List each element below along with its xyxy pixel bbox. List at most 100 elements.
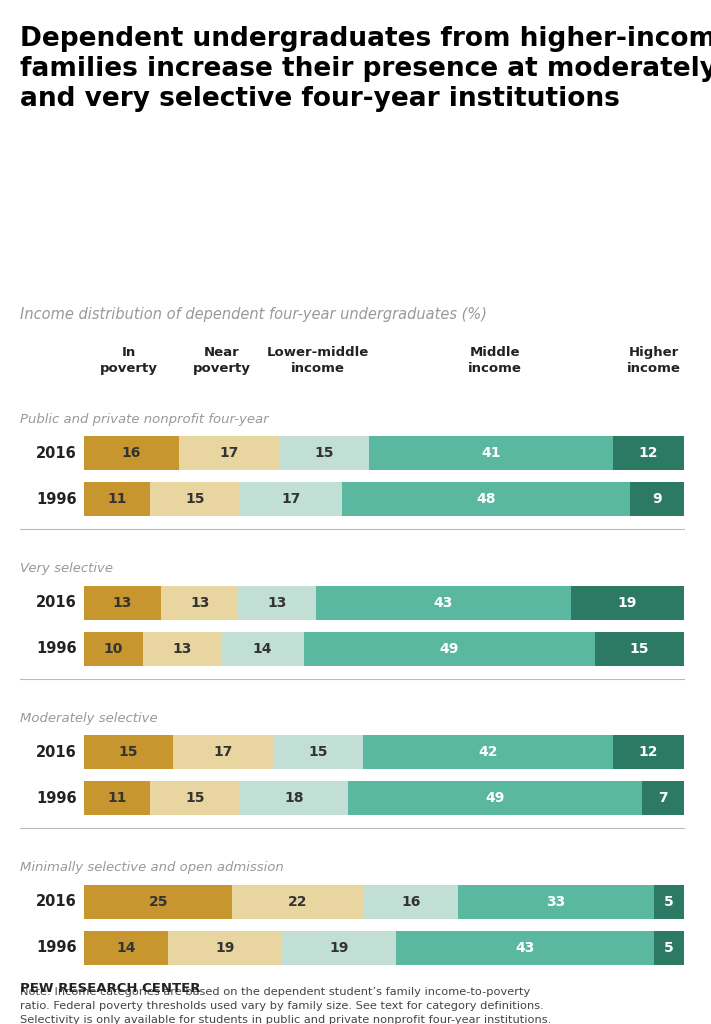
Text: 13: 13 — [172, 642, 192, 655]
FancyBboxPatch shape — [168, 931, 282, 965]
FancyBboxPatch shape — [274, 735, 363, 769]
Text: Income distribution of dependent four-year undergraduates (%): Income distribution of dependent four-ye… — [20, 307, 487, 323]
Text: PEW RESEARCH CENTER: PEW RESEARCH CENTER — [20, 982, 201, 995]
Text: 15: 15 — [185, 493, 205, 506]
FancyBboxPatch shape — [161, 586, 238, 620]
Text: 15: 15 — [185, 792, 205, 805]
FancyBboxPatch shape — [595, 632, 684, 666]
Text: 12: 12 — [638, 745, 658, 759]
Text: 15: 15 — [315, 446, 334, 460]
Text: Near
poverty: Near poverty — [193, 346, 251, 375]
Text: 43: 43 — [515, 941, 535, 954]
FancyBboxPatch shape — [84, 586, 161, 620]
FancyBboxPatch shape — [280, 436, 369, 470]
FancyBboxPatch shape — [84, 632, 144, 666]
Text: 12: 12 — [638, 446, 658, 460]
Text: 16: 16 — [401, 895, 420, 908]
Text: 15: 15 — [119, 745, 138, 759]
Text: Note: Income categories are based on the dependent student’s family income-to-po: Note: Income categories are based on the… — [20, 987, 551, 1024]
Text: 13: 13 — [267, 596, 287, 609]
Text: 16: 16 — [122, 446, 141, 460]
FancyBboxPatch shape — [84, 482, 150, 516]
Text: 15: 15 — [630, 642, 649, 655]
Text: Higher
income: Higher income — [627, 346, 681, 375]
FancyBboxPatch shape — [84, 885, 232, 919]
Text: 14: 14 — [116, 941, 136, 954]
FancyBboxPatch shape — [144, 632, 220, 666]
FancyBboxPatch shape — [240, 781, 348, 815]
Text: 17: 17 — [214, 745, 233, 759]
Text: Dependent undergraduates from higher-income
families increase their presence at : Dependent undergraduates from higher-inc… — [20, 26, 711, 112]
FancyBboxPatch shape — [458, 885, 654, 919]
Text: 9: 9 — [652, 493, 662, 506]
FancyBboxPatch shape — [282, 931, 396, 965]
Text: 13: 13 — [113, 596, 132, 609]
FancyBboxPatch shape — [240, 482, 342, 516]
Text: 1996: 1996 — [36, 791, 77, 806]
FancyBboxPatch shape — [348, 781, 642, 815]
Text: 43: 43 — [434, 596, 453, 609]
FancyBboxPatch shape — [179, 436, 280, 470]
FancyBboxPatch shape — [173, 735, 274, 769]
Text: Very selective: Very selective — [20, 562, 113, 575]
Text: 13: 13 — [190, 596, 210, 609]
Text: 19: 19 — [618, 596, 637, 609]
Text: Moderately selective: Moderately selective — [20, 712, 158, 725]
FancyBboxPatch shape — [232, 885, 363, 919]
Text: 2016: 2016 — [36, 445, 77, 461]
FancyBboxPatch shape — [613, 735, 684, 769]
Text: Lower-middle
income: Lower-middle income — [267, 346, 369, 375]
Text: 49: 49 — [439, 642, 459, 655]
Text: 19: 19 — [215, 941, 235, 954]
FancyBboxPatch shape — [363, 885, 458, 919]
FancyBboxPatch shape — [84, 735, 173, 769]
Text: 19: 19 — [329, 941, 348, 954]
FancyBboxPatch shape — [84, 781, 150, 815]
Text: 1996: 1996 — [36, 492, 77, 507]
FancyBboxPatch shape — [642, 781, 684, 815]
FancyBboxPatch shape — [238, 586, 316, 620]
FancyBboxPatch shape — [369, 436, 613, 470]
Text: 49: 49 — [486, 792, 505, 805]
Text: 11: 11 — [107, 493, 127, 506]
FancyBboxPatch shape — [654, 885, 684, 919]
Text: 7: 7 — [658, 792, 668, 805]
FancyBboxPatch shape — [150, 482, 240, 516]
FancyBboxPatch shape — [396, 931, 654, 965]
Text: 14: 14 — [252, 642, 272, 655]
FancyBboxPatch shape — [571, 586, 684, 620]
Text: 33: 33 — [547, 895, 566, 908]
Text: 42: 42 — [479, 745, 498, 759]
Text: 5: 5 — [664, 941, 674, 954]
Text: 41: 41 — [481, 446, 501, 460]
FancyBboxPatch shape — [363, 735, 613, 769]
Text: 1996: 1996 — [36, 940, 77, 955]
FancyBboxPatch shape — [84, 931, 168, 965]
FancyBboxPatch shape — [150, 781, 240, 815]
Text: Middle
income: Middle income — [468, 346, 522, 375]
Text: 48: 48 — [476, 493, 496, 506]
Text: 18: 18 — [284, 792, 304, 805]
FancyBboxPatch shape — [654, 931, 684, 965]
Text: 25: 25 — [149, 895, 168, 908]
Text: 2016: 2016 — [36, 744, 77, 760]
Text: 17: 17 — [220, 446, 239, 460]
Text: 17: 17 — [282, 493, 301, 506]
Text: 1996: 1996 — [36, 641, 77, 656]
Text: 22: 22 — [288, 895, 308, 908]
Text: 10: 10 — [104, 642, 123, 655]
FancyBboxPatch shape — [84, 436, 179, 470]
FancyBboxPatch shape — [613, 436, 684, 470]
FancyBboxPatch shape — [342, 482, 630, 516]
Text: 2016: 2016 — [36, 894, 77, 909]
Text: Public and private nonprofit four-year: Public and private nonprofit four-year — [20, 413, 269, 426]
Text: 11: 11 — [107, 792, 127, 805]
FancyBboxPatch shape — [304, 632, 595, 666]
Text: 5: 5 — [664, 895, 674, 908]
Text: 15: 15 — [309, 745, 328, 759]
Text: Minimally selective and open admission: Minimally selective and open admission — [20, 861, 284, 874]
FancyBboxPatch shape — [220, 632, 304, 666]
FancyBboxPatch shape — [630, 482, 684, 516]
Text: 2016: 2016 — [36, 595, 77, 610]
FancyBboxPatch shape — [316, 586, 571, 620]
